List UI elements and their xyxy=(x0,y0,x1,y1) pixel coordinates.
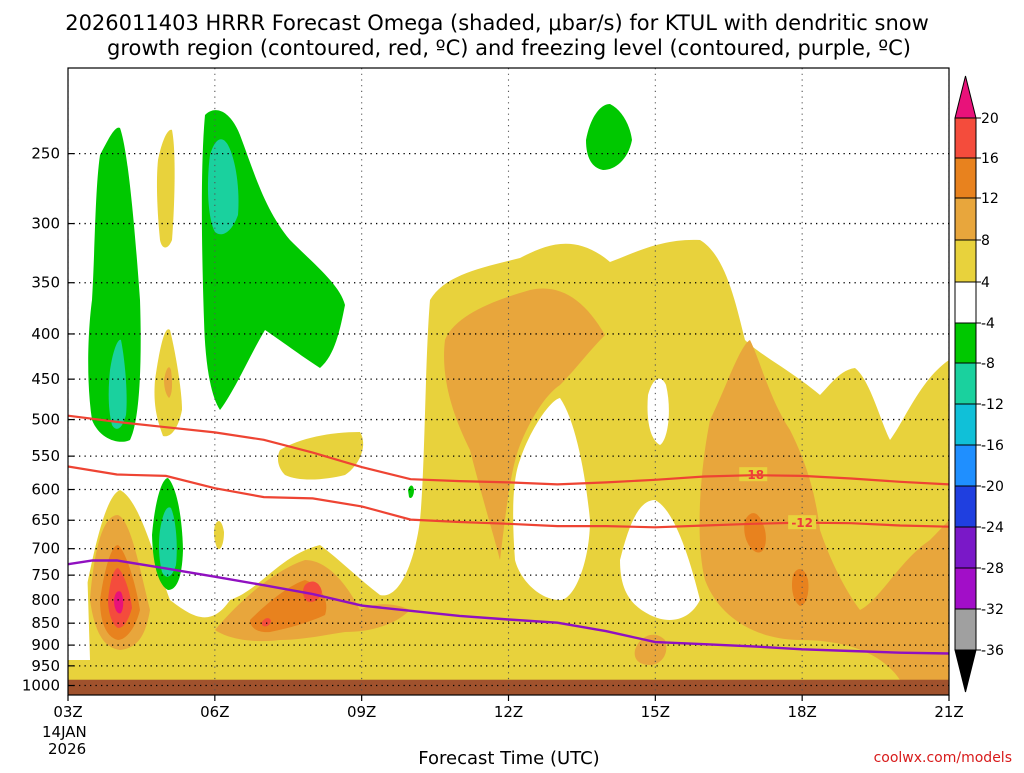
omega-island-1 xyxy=(156,129,175,248)
colorbar-label: -32 xyxy=(981,602,1004,618)
omega-region-8-12-a xyxy=(444,288,605,560)
colorbar-label: -36 xyxy=(981,643,1004,659)
y-tick-label: 250 xyxy=(31,145,60,163)
omega-region-12-16-d xyxy=(791,568,809,606)
x-tick-label: 21Z xyxy=(934,703,963,721)
y-axis: 250 300 350 400 450 500 550 600 650 700 750 800 850 9… xyxy=(22,145,74,695)
y-tick-label: 750 xyxy=(31,566,60,584)
omega-island-5 xyxy=(213,520,224,550)
freezing-level-line xyxy=(68,559,949,655)
x-tick-label: 15Z xyxy=(641,703,670,721)
colorbar-bin xyxy=(954,197,977,241)
y-tick-label: 450 xyxy=(31,370,60,388)
omega-region-8-12-b xyxy=(699,340,949,680)
omega-region-m8-m12-a xyxy=(108,339,127,429)
x-tick-label: 18Z xyxy=(787,703,816,721)
colorbar-label: 12 xyxy=(981,191,999,207)
colorbar-bin xyxy=(954,526,977,569)
colorbar-top-arrow xyxy=(954,75,977,119)
omega-region-m4-m8-e xyxy=(408,485,414,499)
colorbar-bin xyxy=(954,362,977,405)
grid-lines xyxy=(68,68,949,695)
colorbar-bottom-arrow xyxy=(954,649,977,693)
colorbar-label: -20 xyxy=(981,479,1004,495)
x-axis-title: Forecast Time (UTC) xyxy=(418,748,599,768)
chart-title-line1: 2026011403 HRRR Forecast Omega (shaded, … xyxy=(65,11,929,35)
colorbar-bin xyxy=(954,608,977,651)
colorbar-label: -28 xyxy=(981,561,1004,577)
colorbar-label: -16 xyxy=(981,438,1004,454)
dgz-contours: -18-12 xyxy=(68,414,949,530)
x-date-label: 14JAN xyxy=(42,723,87,741)
colorbar-label: -12 xyxy=(981,397,1004,413)
y-tick-label: 850 xyxy=(31,614,60,632)
chart-title-line2: growth region (contoured, red, ºC) and f… xyxy=(107,36,911,60)
y-tick-label: 700 xyxy=(31,540,60,558)
omega-region-m4-m8-a xyxy=(88,127,141,442)
omega-shading xyxy=(68,104,949,681)
omega-region-16-20-c xyxy=(262,618,271,627)
colorbar-label: 16 xyxy=(981,151,999,167)
y-tick-label: 600 xyxy=(31,481,60,499)
x-axis: 03Z 06Z 09Z 12Z 15Z 18Z 21Z xyxy=(53,695,964,721)
omega-region-m8-m12-b xyxy=(207,139,239,235)
dgz-contour-label: -12 xyxy=(791,516,813,530)
omega-island-3 xyxy=(164,367,173,398)
colorbar-bin xyxy=(954,239,977,283)
colorbar-bin xyxy=(954,444,977,487)
x-tick-label: 09Z xyxy=(347,703,376,721)
dgz-contour-label-bg xyxy=(788,515,817,530)
y-tick-label: 400 xyxy=(31,325,60,343)
omega-hole-3 xyxy=(620,500,700,620)
colorbar-label: 8 xyxy=(981,233,990,249)
y-tick-label: 800 xyxy=(31,591,60,609)
colorbar-bin xyxy=(954,157,977,199)
y-tick-label: 1000 xyxy=(22,677,60,695)
y-tick-label: 900 xyxy=(31,636,60,654)
omega-region-16-20-b xyxy=(302,581,322,602)
source-credit: coolwx.com/models xyxy=(874,750,1012,766)
x-tick-label: 06Z xyxy=(200,703,229,721)
colorbar-bin xyxy=(954,567,977,610)
y-tick-label: 500 xyxy=(31,411,60,429)
colorbar-bin xyxy=(954,322,977,364)
colorbar-label: -24 xyxy=(981,520,1004,536)
omega-hole-1 xyxy=(513,398,590,600)
colorbar-bin xyxy=(954,485,977,528)
y-tick-label: 350 xyxy=(31,274,60,292)
colorbar-label: 4 xyxy=(981,275,990,291)
colorbar-label: 20 xyxy=(981,111,999,127)
y-tick-label: 650 xyxy=(31,511,60,529)
y-tick-label: 550 xyxy=(31,447,60,465)
x-tick-label: 03Z xyxy=(53,703,82,721)
x-tick-label: 12Z xyxy=(494,703,523,721)
colorbar-bin xyxy=(954,281,977,324)
x-year-label: 2026 xyxy=(48,740,86,758)
y-tick-label: 300 xyxy=(31,215,60,233)
ground-band xyxy=(68,679,949,695)
freezing-level-contour xyxy=(68,559,949,655)
y-tick-label: 950 xyxy=(31,657,60,675)
omega-region-m8-m12-c xyxy=(158,507,177,577)
colorbar-bin xyxy=(954,117,977,159)
colorbar-bin xyxy=(954,403,977,446)
colorbar-label: -4 xyxy=(981,316,995,332)
dgz-contour-line--12 xyxy=(68,414,949,486)
colorbar: 20 16 12 8 4 -4 -8 -12 -16 -20 -24 -28 -32 -36 xyxy=(954,75,1004,693)
omega-region-gt20 xyxy=(114,591,124,614)
omega-hole-4 xyxy=(68,500,90,660)
omega-hole-2 xyxy=(647,378,669,445)
colorbar-label: -8 xyxy=(981,356,995,372)
omega-region-m4-m8-d xyxy=(586,104,632,170)
